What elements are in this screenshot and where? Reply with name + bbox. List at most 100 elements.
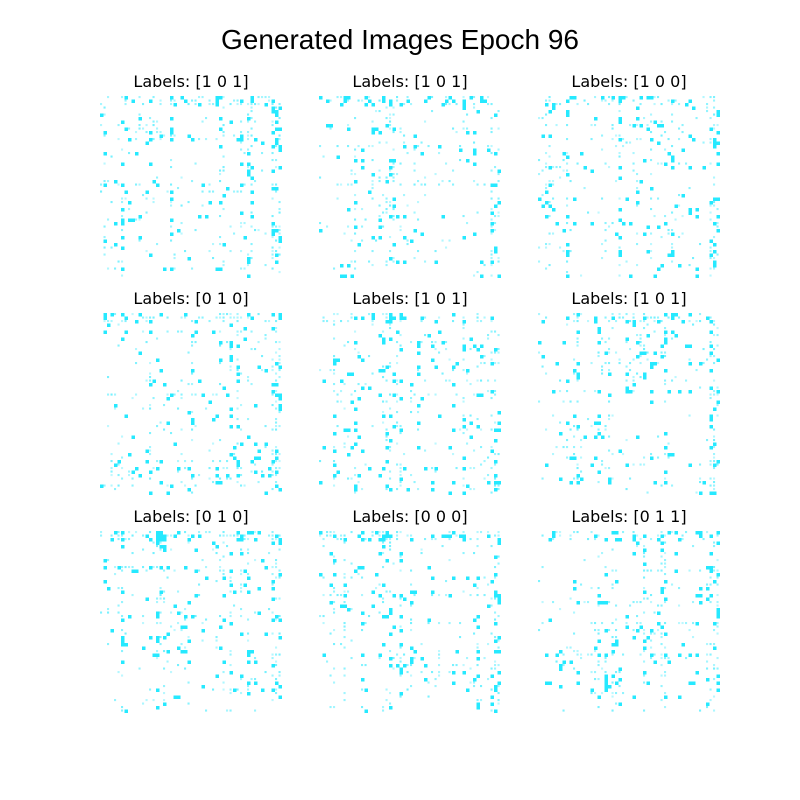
image-pixel — [117, 344, 120, 347]
image-pixel — [177, 611, 181, 615]
image-pixel — [615, 643, 619, 647]
image-pixel — [403, 215, 407, 219]
image-pixel — [156, 597, 159, 600]
image-pixel — [219, 341, 223, 345]
image-pixel — [413, 393, 416, 396]
image-pixel — [664, 453, 667, 456]
image-pixel — [329, 674, 332, 677]
image-pixel — [382, 400, 385, 403]
image-pixel — [271, 327, 275, 331]
image-pixel — [336, 155, 340, 159]
image-pixel — [497, 421, 501, 425]
image-pixel — [240, 148, 243, 151]
image-pixel — [555, 222, 559, 226]
image-pixel — [660, 355, 664, 359]
image-pixel — [618, 166, 622, 170]
image-pixel — [124, 632, 127, 635]
image-pixel — [191, 439, 194, 442]
generated-image — [100, 96, 282, 278]
image-pixel — [385, 141, 388, 144]
image-pixel — [399, 428, 403, 432]
image-pixel — [128, 218, 132, 222]
image-pixel — [278, 404, 282, 408]
image-pixel — [653, 632, 656, 635]
image-pixel — [180, 379, 183, 382]
image-pixel — [392, 260, 395, 263]
image-pixel — [278, 362, 281, 365]
image-pixel — [389, 446, 392, 449]
image-pixel — [138, 236, 142, 240]
image-pixel — [716, 152, 720, 156]
image-pixel — [452, 453, 455, 456]
image-pixel — [378, 169, 381, 172]
image-pixel — [264, 442, 268, 446]
image-pixel — [212, 541, 216, 545]
image-pixel — [702, 166, 706, 170]
image-pixel — [713, 264, 717, 268]
image-pixel — [382, 330, 385, 333]
image-pixel — [396, 400, 399, 403]
image-pixel — [545, 316, 548, 319]
image-pixel — [497, 531, 500, 534]
image-pixel — [660, 699, 663, 702]
image-pixel — [145, 250, 148, 253]
image-pixel — [250, 470, 253, 473]
image-pixel — [462, 337, 465, 340]
image-pixel — [427, 566, 431, 570]
image-pixel — [275, 400, 278, 403]
image-pixel — [399, 629, 403, 633]
image-pixel — [650, 208, 653, 211]
image-pixel — [222, 124, 225, 127]
image-pixel — [271, 183, 274, 186]
image-pixel — [121, 601, 124, 604]
image-pixel — [657, 629, 660, 632]
image-pixel — [562, 341, 566, 345]
image-pixel — [601, 692, 604, 695]
image-pixel — [594, 316, 598, 320]
image-pixel — [706, 597, 710, 601]
image-pixel — [275, 562, 278, 565]
image-pixel — [604, 671, 607, 674]
image-pixel — [278, 460, 281, 463]
image-pixel — [545, 201, 549, 205]
image-pixel — [476, 657, 480, 661]
image-pixel — [392, 208, 395, 211]
image-pixel — [716, 393, 719, 396]
image-pixel — [226, 534, 229, 537]
image-pixel — [240, 316, 243, 319]
image-pixel — [664, 653, 668, 657]
image-pixel — [713, 267, 716, 270]
image-pixel — [494, 555, 498, 559]
image-pixel — [448, 103, 451, 106]
image-pixel — [420, 643, 423, 646]
image-pixel — [601, 369, 604, 372]
image-pixel — [271, 383, 275, 387]
image-pixel — [240, 538, 244, 542]
image-pixel — [354, 421, 358, 425]
image-pixel — [336, 470, 340, 474]
image-pixel — [597, 629, 600, 632]
image-pixel — [236, 390, 239, 393]
image-pixel — [163, 636, 167, 640]
image-pixel — [576, 341, 579, 344]
image-pixel — [702, 348, 705, 351]
image-pixel — [576, 650, 579, 653]
image-pixel — [618, 197, 621, 200]
image-pixel — [166, 566, 170, 570]
image-pixel — [413, 229, 417, 233]
image-pixel — [322, 545, 325, 548]
image-pixel — [646, 681, 650, 685]
image-pixel — [152, 699, 155, 702]
image-pixel — [392, 316, 396, 320]
image-pixel — [368, 260, 371, 263]
image-pixel — [247, 562, 250, 565]
image-pixel — [476, 702, 480, 706]
image-pixel — [462, 369, 465, 372]
image-pixel — [121, 246, 125, 250]
panel-label: Labels: [1 0 1] — [352, 72, 468, 91]
image-pixel — [399, 615, 403, 619]
image-pixel — [278, 225, 281, 228]
image-pixel — [608, 400, 611, 403]
image-pixel — [713, 664, 716, 667]
image-pixel — [243, 569, 247, 573]
